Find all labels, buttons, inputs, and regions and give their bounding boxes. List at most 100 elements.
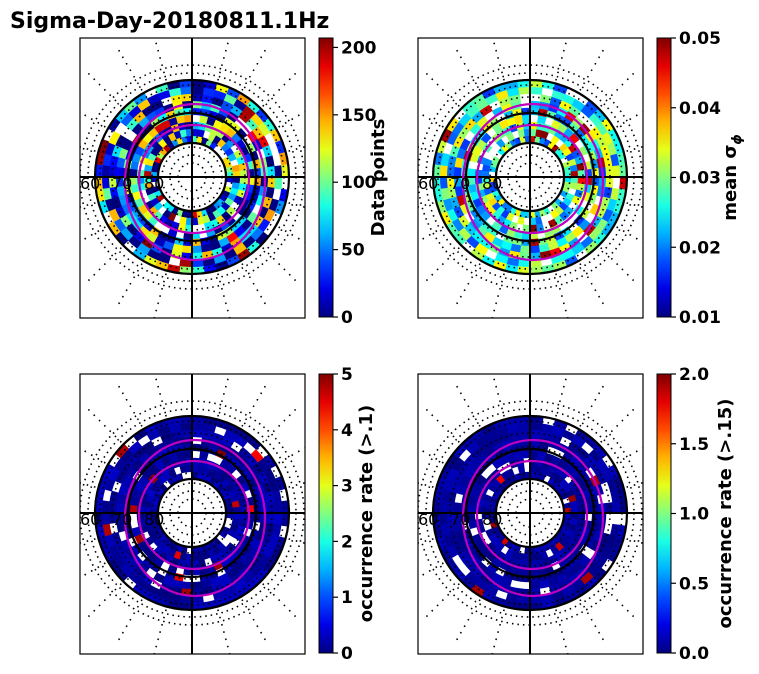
- heatmap-cell: [523, 128, 531, 137]
- heatmap-cell: [255, 231, 270, 247]
- heatmap-cell: [491, 259, 507, 271]
- heatmap-cell: [469, 543, 481, 556]
- heatmap-cell: [225, 137, 237, 149]
- heatmap-cell: [482, 567, 496, 580]
- heatmap-cell: [113, 553, 127, 568]
- heatmap-cell: [440, 187, 450, 201]
- heatmap-cell: [274, 177, 283, 190]
- heatmap-cell: [530, 450, 539, 459]
- heatmap-cell: [446, 207, 459, 223]
- heatmap-cell: [108, 543, 121, 559]
- heatmap-cell: [130, 160, 140, 170]
- heatmap-cell: [529, 259, 542, 268]
- heatmap-cell: [481, 512, 490, 520]
- heatmap-cell: [612, 536, 624, 552]
- heatmap-cell: [547, 218, 558, 229]
- heatmap-cell: [153, 595, 169, 607]
- heatmap-cell: [102, 152, 113, 167]
- heatmap-cell: [101, 500, 110, 513]
- heatmap-cell: [538, 208, 546, 217]
- heatmap-cell: [518, 422, 531, 431]
- heatmap-cell: [589, 215, 603, 229]
- heatmap-cell: [484, 584, 499, 597]
- heatmap-cell: [601, 467, 614, 483]
- heatmap-cell: [607, 211, 620, 227]
- heatmap-cell: [145, 110, 159, 123]
- heatmap-cell: [479, 104, 493, 117]
- heatmap-cell: [143, 176, 152, 184]
- heatmap-cell: [145, 187, 155, 196]
- heatmap-cell: [491, 442, 505, 454]
- heatmap-cell: [563, 590, 579, 604]
- lat-tick-label: 80: [144, 510, 164, 529]
- heatmap-cell: [265, 186, 275, 200]
- heatmap-cell: [275, 475, 287, 491]
- heatmap-cell: [538, 243, 550, 253]
- heatmap-cell: [505, 212, 515, 222]
- heatmap-cell: [601, 544, 614, 559]
- heatmap-cell: [233, 434, 248, 448]
- heatmap-cell: [508, 94, 521, 104]
- heatmap-cell: [490, 546, 501, 557]
- heatmap-cell: [202, 550, 211, 560]
- heatmap-cell: [445, 221, 459, 237]
- heatmap-cell: [101, 512, 110, 525]
- heatmap-cell: [540, 423, 555, 434]
- heatmap-cell: [200, 544, 208, 553]
- heatmap-cell: [156, 589, 171, 601]
- heatmap-cell: [613, 139, 625, 155]
- colorbar-tick-label: 0.01: [679, 308, 721, 328]
- heatmap-cell: [180, 86, 193, 95]
- heatmap-cell: [213, 89, 228, 101]
- heatmap-cell: [257, 458, 271, 473]
- heatmap-cell: [529, 266, 543, 275]
- heatmap-cell: [120, 112, 134, 127]
- heatmap-cell: [601, 117, 615, 133]
- heatmap-cell: [209, 554, 220, 565]
- heatmap-cell: [530, 429, 542, 438]
- heatmap-cell: [192, 79, 206, 88]
- heatmap-cell: [131, 152, 142, 163]
- heatmap-cell: [453, 470, 465, 484]
- heatmap-cell: [593, 567, 608, 583]
- heatmap-cell: [236, 584, 252, 598]
- heatmap-cell: [223, 93, 238, 106]
- heatmap-cell: [179, 129, 188, 138]
- heatmap-cell: [207, 132, 217, 142]
- heatmap-cell: [595, 206, 607, 220]
- heatmap-cell: [446, 176, 455, 188]
- heatmap-cell: [461, 99, 476, 114]
- heatmap-cell: [115, 502, 124, 513]
- heatmap-cell: [225, 542, 236, 553]
- heatmap-cell: [584, 435, 600, 450]
- heatmap-cell: [453, 512, 462, 523]
- heatmap-cell: [98, 474, 110, 490]
- colorbar-tick-label: 1.0: [679, 505, 709, 525]
- heatmap-cell: [107, 221, 121, 237]
- colorbar: [318, 373, 334, 654]
- heatmap-cell: [222, 248, 238, 261]
- heatmap-cell: [506, 87, 520, 97]
- heatmap-cell: [540, 130, 549, 140]
- heatmap-cell: [121, 474, 133, 487]
- heatmap-cell: [541, 557, 552, 567]
- heatmap-cell: [560, 584, 576, 597]
- figure-title: Sigma-Day-20180811.1Hz: [10, 9, 329, 34]
- heatmap-cell: [242, 105, 257, 119]
- heatmap-cell: [513, 451, 524, 460]
- heatmap-cell: [233, 225, 246, 238]
- heatmap-cell: [469, 152, 480, 163]
- heatmap-cell: [485, 528, 495, 538]
- heatmap-cell: [262, 558, 277, 574]
- heatmap-cell: [217, 572, 231, 584]
- heatmap-cell: [517, 129, 526, 138]
- heatmap-cell: [530, 86, 543, 95]
- heatmap-cell: [463, 465, 476, 479]
- heatmap-cell: [211, 432, 225, 444]
- colorbar-label: occurrence rate (>.15): [715, 399, 736, 629]
- heatmap-cell: [263, 453, 277, 469]
- heatmap-cell: [540, 550, 549, 560]
- heatmap-cell: [506, 116, 517, 127]
- heatmap-cell: [236, 491, 246, 502]
- heatmap-cell: [574, 491, 584, 502]
